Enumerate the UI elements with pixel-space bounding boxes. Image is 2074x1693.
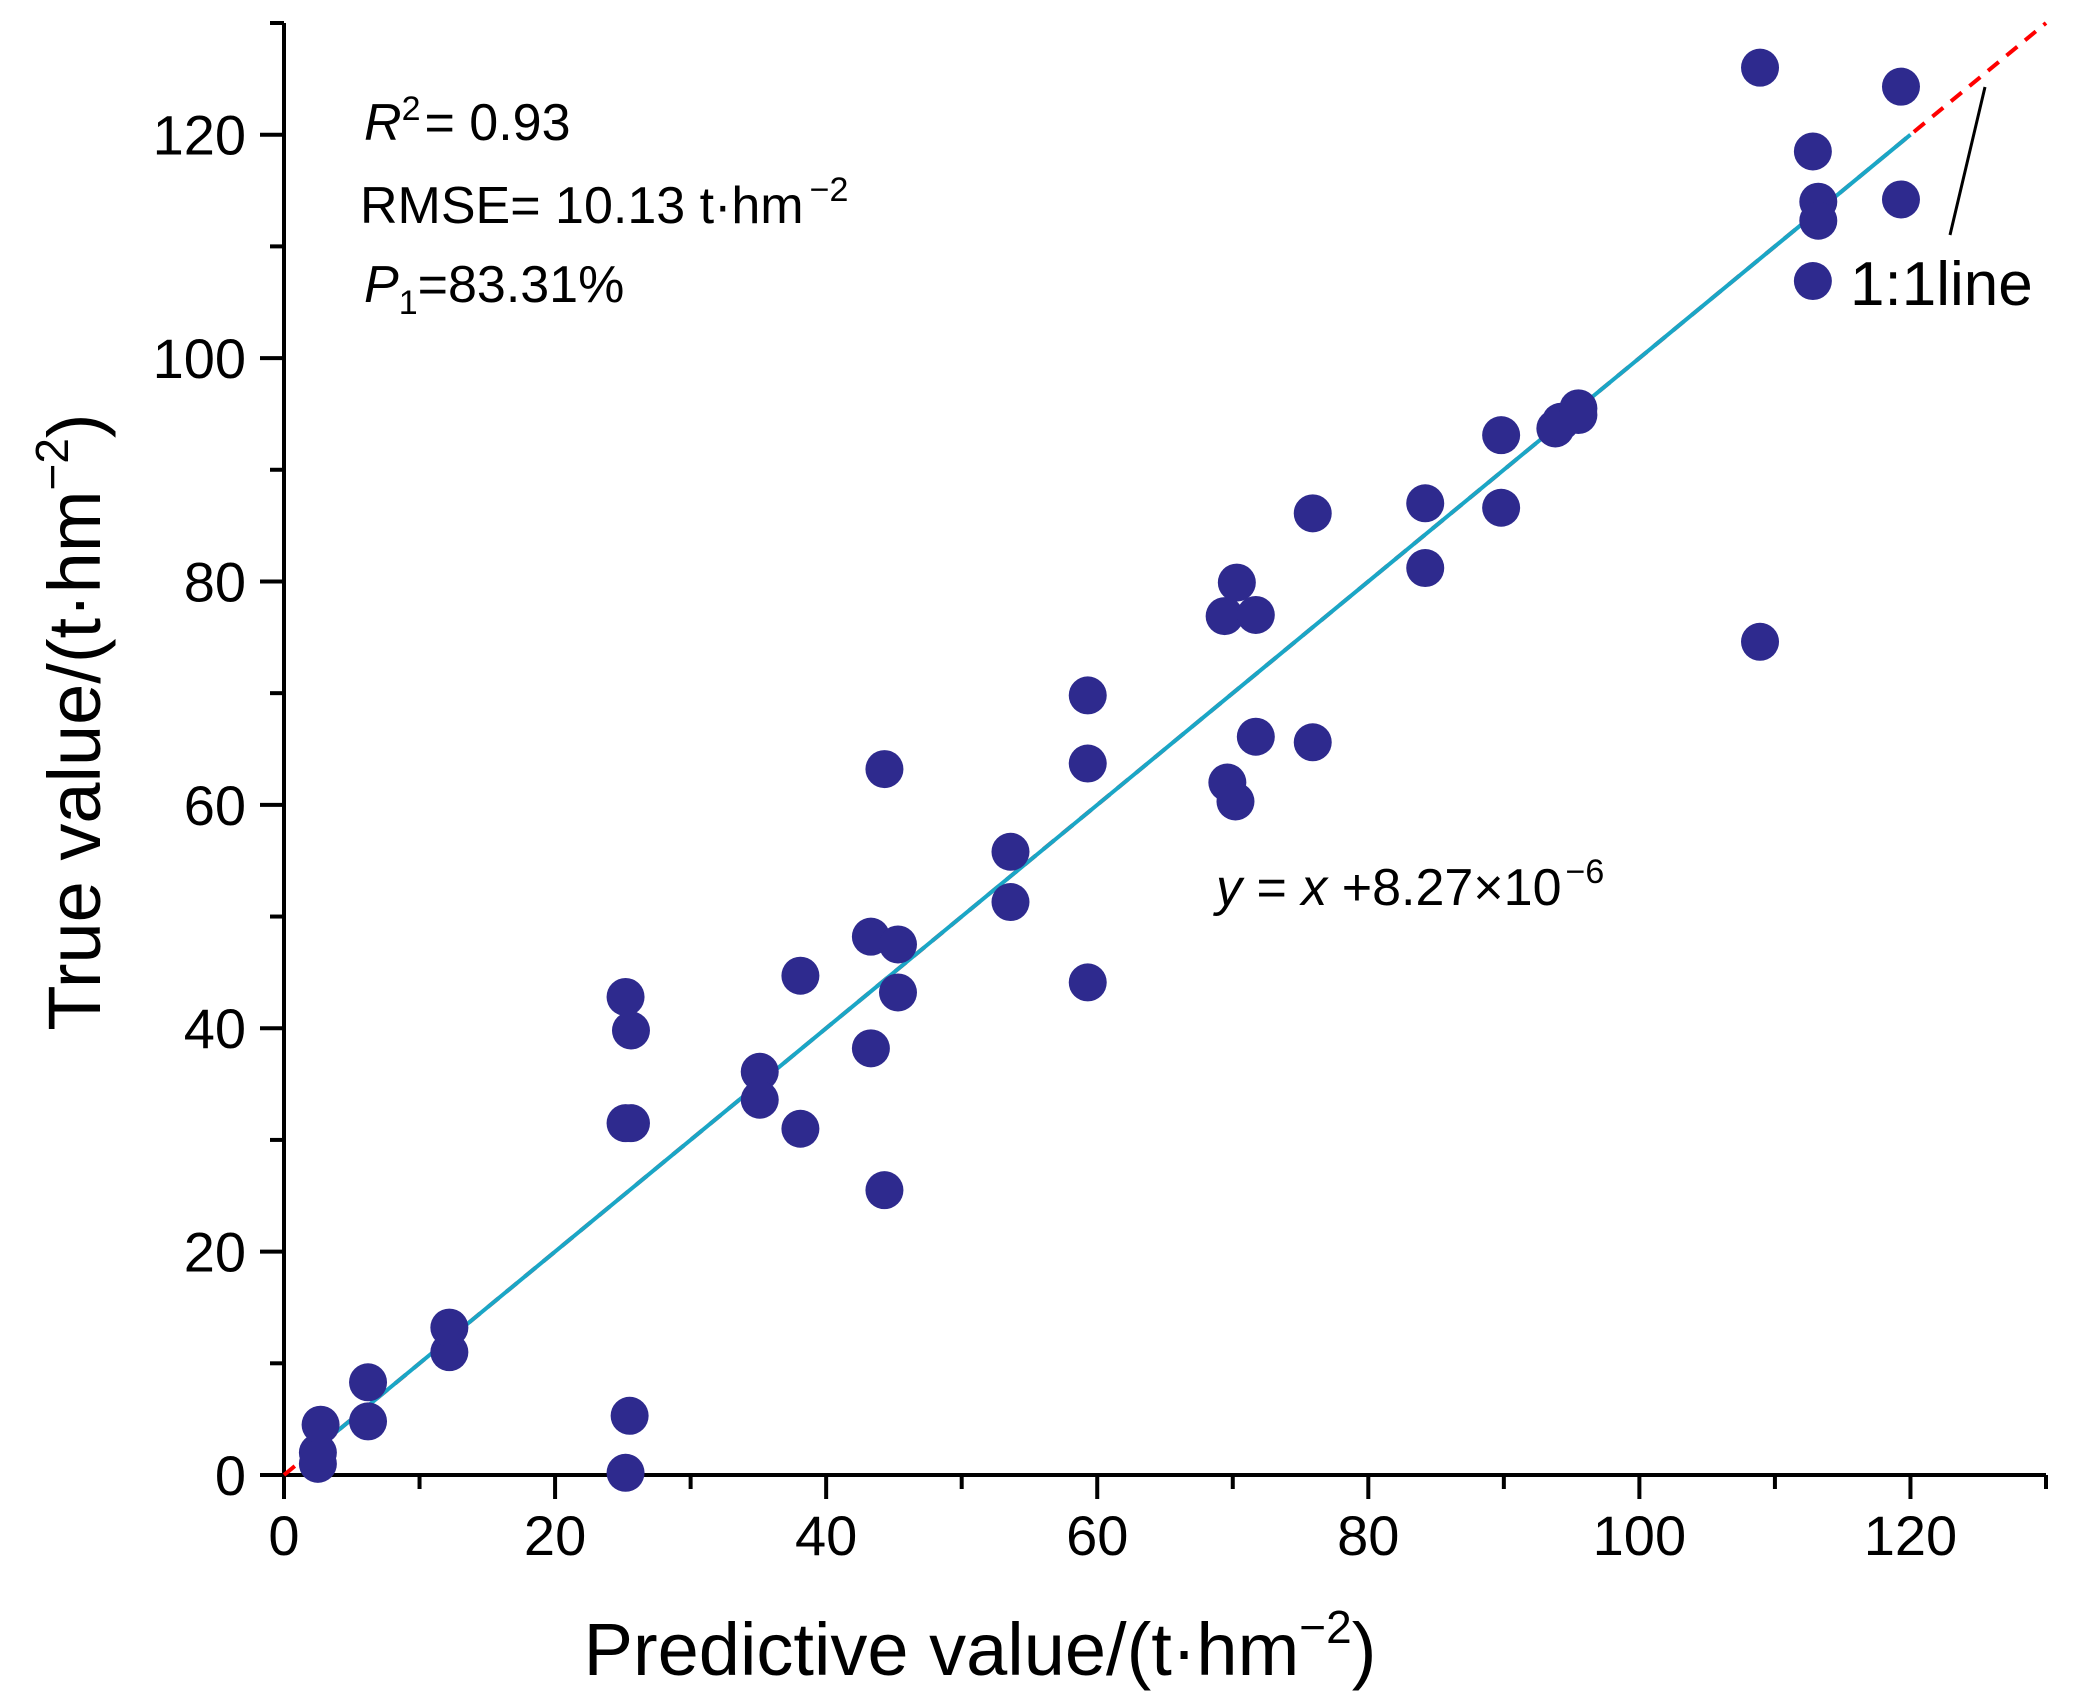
data-point — [606, 1453, 645, 1492]
data-points — [298, 48, 1920, 1492]
data-point — [1559, 396, 1598, 435]
data-point — [781, 956, 820, 995]
axes — [282, 23, 2046, 1477]
data-point — [1406, 484, 1445, 523]
p1-label: P1=83.31% — [364, 256, 624, 322]
data-point — [1741, 622, 1780, 661]
data-point — [878, 973, 917, 1012]
y-tick-label: 120 — [153, 104, 246, 167]
data-point — [349, 1363, 388, 1402]
fit-line — [303, 133, 1912, 1460]
data-point — [1216, 782, 1255, 821]
data-point — [1293, 494, 1332, 533]
data-point — [1068, 676, 1107, 715]
reference-lines — [282, 21, 2048, 1477]
data-point — [1793, 132, 1832, 171]
data-point — [740, 1080, 779, 1119]
y-tick-label: 40 — [184, 997, 246, 1060]
y-tick-label: 80 — [184, 550, 246, 613]
rmse-label: RMSE= 10.13 t·hm −2 — [360, 171, 848, 235]
y-tick-label: 0 — [215, 1444, 246, 1507]
x-axis-ticks: 0 20 40 60 80 100 120 — [268, 1475, 2048, 1567]
x-tick-label: 120 — [1864, 1504, 1957, 1567]
y-tick-label: 20 — [184, 1221, 246, 1284]
data-point — [1236, 595, 1275, 634]
regression-equation: y = x +8.27×10 −6 — [1213, 853, 1604, 917]
data-point — [430, 1308, 469, 1347]
data-point — [991, 883, 1030, 922]
identity-line-callout-leader — [1948, 86, 1987, 236]
x-axis-title: Predictive value/(t·hm−2) — [584, 1601, 1377, 1691]
data-point — [991, 832, 1030, 871]
data-point — [1881, 67, 1920, 106]
data-point — [610, 1396, 649, 1435]
data-point — [611, 1104, 650, 1143]
data-point — [1881, 180, 1920, 219]
data-point — [1236, 717, 1275, 756]
x-tick-label: 100 — [1593, 1504, 1686, 1567]
r2-label: R2= 0.93 — [364, 90, 571, 152]
data-point — [1741, 48, 1780, 87]
data-point — [1482, 488, 1521, 527]
x-tick-label: 60 — [1066, 1504, 1128, 1567]
x-tick-label: 80 — [1337, 1504, 1399, 1567]
x-tick-label: 40 — [795, 1504, 857, 1567]
data-point — [781, 1109, 820, 1148]
data-point — [865, 750, 904, 789]
data-point — [606, 977, 645, 1016]
data-point — [865, 1171, 904, 1210]
x-tick-label: 0 — [268, 1504, 299, 1567]
data-point — [1217, 563, 1256, 602]
data-point — [349, 1402, 388, 1441]
data-point — [1068, 744, 1107, 783]
data-point — [298, 1433, 337, 1472]
identity-line-label: 1:1line — [1850, 250, 2033, 319]
data-point — [878, 925, 917, 964]
data-point — [1406, 549, 1445, 588]
y-axis-title: True value/(t·hm−2) — [26, 413, 116, 1030]
data-point — [1799, 201, 1838, 240]
data-point — [851, 1029, 890, 1068]
data-point — [611, 1011, 650, 1050]
data-point — [1068, 963, 1107, 1002]
data-point — [740, 1052, 779, 1091]
x-tick-label: 20 — [524, 1504, 586, 1567]
data-point — [301, 1405, 340, 1444]
y-tick-label: 60 — [184, 774, 246, 837]
data-point — [1793, 262, 1832, 301]
data-point — [1482, 416, 1521, 455]
data-point — [1293, 723, 1332, 762]
y-tick-label: 100 — [153, 327, 246, 390]
data-point — [1205, 597, 1244, 636]
y-axis-ticks: 0 20 40 60 80 100 120 — [153, 21, 284, 1507]
